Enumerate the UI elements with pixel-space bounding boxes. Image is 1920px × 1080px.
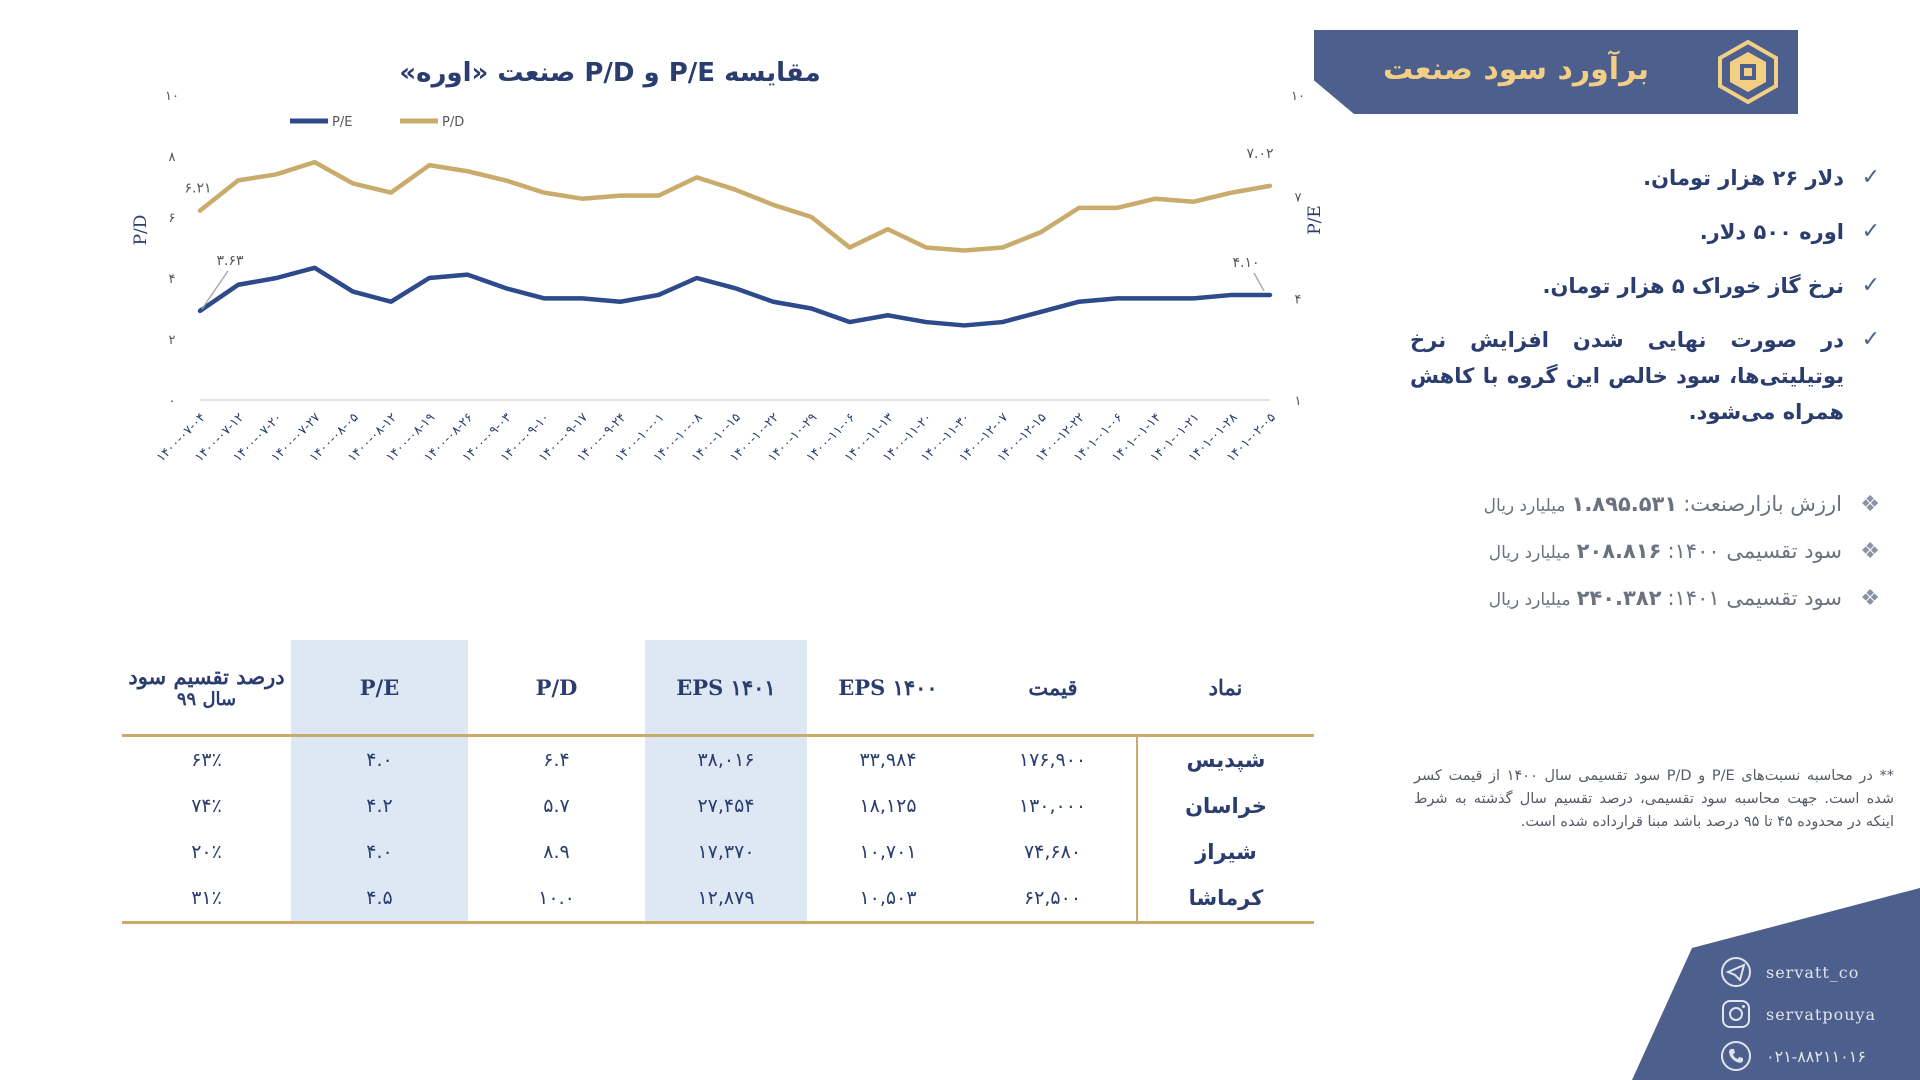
pe-last-leader xyxy=(1253,272,1265,292)
pe-first-leader xyxy=(201,270,229,310)
pd-last-label: ۷.۰۲ xyxy=(1246,146,1273,162)
chart-title: مقایسه P/E و P/D صنعت «اوره» xyxy=(399,58,821,88)
col-header-symbol: نماد xyxy=(1137,640,1314,737)
col-header-price: قیمت xyxy=(969,640,1137,737)
left-tick-label: ۶ xyxy=(169,211,176,226)
series-line-pe xyxy=(197,265,1273,328)
pe-first-label: ۳.۶۳ xyxy=(216,253,243,269)
table-row: شیراز ۷۴,۶۸۰ ۱۰,۷۰۱ ۱۷,۳۷۰ ۸.۹ ۴.۰ ۲۰٪ xyxy=(122,829,1314,875)
assumption-item: ✓ دلار ۲۶ هزار تومان. xyxy=(1410,160,1880,196)
legend-label-pe: P/E xyxy=(332,115,352,130)
left-tick-label: ۸ xyxy=(169,150,176,165)
telegram-link[interactable]: servatt_co xyxy=(1720,952,1859,992)
assumption-item: ✓ در صورت نهایی شدن افزایش نرخ یوتیلیتی‌ه… xyxy=(1410,322,1880,430)
right-tick-label: ۱۰ xyxy=(1291,89,1305,104)
stat-dividend-1401: ❖ سود تقسیمی ۱۴۰۱: ۲۴۰.۳۸۲ میلیارد ریال xyxy=(1488,586,1880,611)
table-row: خراسان ۱۳۰,۰۰۰ ۱۸,۱۲۵ ۲۷,۴۵۴ ۵.۷ ۴.۲ ۷۴٪ xyxy=(122,783,1314,829)
assumptions-list: ✓ دلار ۲۶ هزار تومان. ✓ اوره ۵۰۰ دلار. ✓ نر… xyxy=(1410,160,1880,448)
stat-market-value: ❖ ارزش بازارصنعت: ۱.۸۹۵.۵۳۱ میلیارد ریال xyxy=(1483,492,1880,517)
company-logo-icon xyxy=(1718,40,1778,104)
right-axis-title: P/E xyxy=(1305,205,1325,235)
col-header-eps1400: EPS ۱۴۰۰ xyxy=(807,640,969,737)
diamond-icon: ❖ xyxy=(1860,586,1880,611)
right-tick-label: ۴ xyxy=(1295,292,1302,307)
footnote: ** در محاسبه نسبت‌های P/E و P/D سود تقسی… xyxy=(1414,768,1894,830)
check-icon: ✓ xyxy=(1861,165,1880,190)
col-header-pe: P/E xyxy=(291,640,468,737)
col-header-dividend: درصد تقسیم سود سال ۹۹ xyxy=(122,640,291,737)
header-banner: برآورد سود صنعت «اوره» xyxy=(1314,30,1798,114)
right-tick-label: ۱ xyxy=(1295,394,1302,409)
legend-label-pd: P/D xyxy=(442,115,464,130)
pe-pd-chart: مقایسه P/E و P/D صنعت «اوره» ۰ ۲ ۴ ۶ ۸ ۱۰ ۱ ۴ ۷ ۱… xyxy=(110,50,1330,500)
instagram-link[interactable]: servatpouya xyxy=(1720,994,1876,1034)
col-header-eps1401: EPS ۱۴۰۱ xyxy=(645,640,807,737)
phone-link[interactable]: ۰۲۱-۸۸۲۱۱۰۱۶ xyxy=(1720,1036,1866,1076)
series-line-pd xyxy=(197,159,1273,253)
left-tick-label: ۲ xyxy=(169,333,176,348)
telegram-icon xyxy=(1721,957,1751,987)
instagram-icon xyxy=(1722,1000,1750,1028)
diamond-icon: ❖ xyxy=(1860,539,1880,564)
check-icon: ✓ xyxy=(1861,273,1880,298)
table-header-row: نماد قیمت EPS ۱۴۰۰ EPS ۱۴۰۱ P/D P/E درصد… xyxy=(122,640,1314,737)
check-icon: ✓ xyxy=(1861,219,1880,244)
diamond-icon: ❖ xyxy=(1860,492,1880,517)
left-tick-label: ۱۰ xyxy=(165,89,179,104)
left-axis-title: P/D xyxy=(131,215,151,246)
table-row: کرماشا ۶۲,۵۰۰ ۱۰,۵۰۳ ۱۲,۸۷۹ ۱۰.۰ ۴.۵ ۳۱٪ xyxy=(122,875,1314,924)
industry-stats: ❖ ارزش بازارصنعت: ۱.۸۹۵.۵۳۱ میلیارد ریال ❖ س… xyxy=(1440,492,1880,633)
right-tick-label: ۷ xyxy=(1295,191,1302,206)
left-tick-label: ۰ xyxy=(169,394,176,409)
check-icon: ✓ xyxy=(1861,327,1880,352)
left-tick-label: ۴ xyxy=(169,272,176,287)
assumption-item: ✓ نرخ گاز خوراک ۵ هزار تومان. xyxy=(1410,268,1881,304)
page-title: برآورد سود صنعت «اوره» xyxy=(1382,52,1650,167)
stat-dividend-1400: ❖ سود تقسیمی ۱۴۰۰: ۲۰۸.۸۱۶ میلیارد ریال xyxy=(1488,539,1880,564)
pd-first-label: ۶.۲۱ xyxy=(184,181,211,197)
table-row: شپدیس ۱۷۶,۹۰۰ ۳۳,۹۸۴ ۳۸,۰۱۶ ۶.۴ ۴.۰ ۶۳٪ xyxy=(122,735,1314,783)
phone-icon xyxy=(1721,1041,1751,1071)
assumption-item: ✓ اوره ۵۰۰ دلار. xyxy=(1410,214,1880,250)
pe-last-label: ۴.۱۰ xyxy=(1232,255,1259,271)
valuation-table: نماد قیمت EPS ۱۴۰۰ EPS ۱۴۰۱ P/D P/E درصد… xyxy=(122,640,1314,924)
col-header-pd: P/D xyxy=(468,640,645,737)
